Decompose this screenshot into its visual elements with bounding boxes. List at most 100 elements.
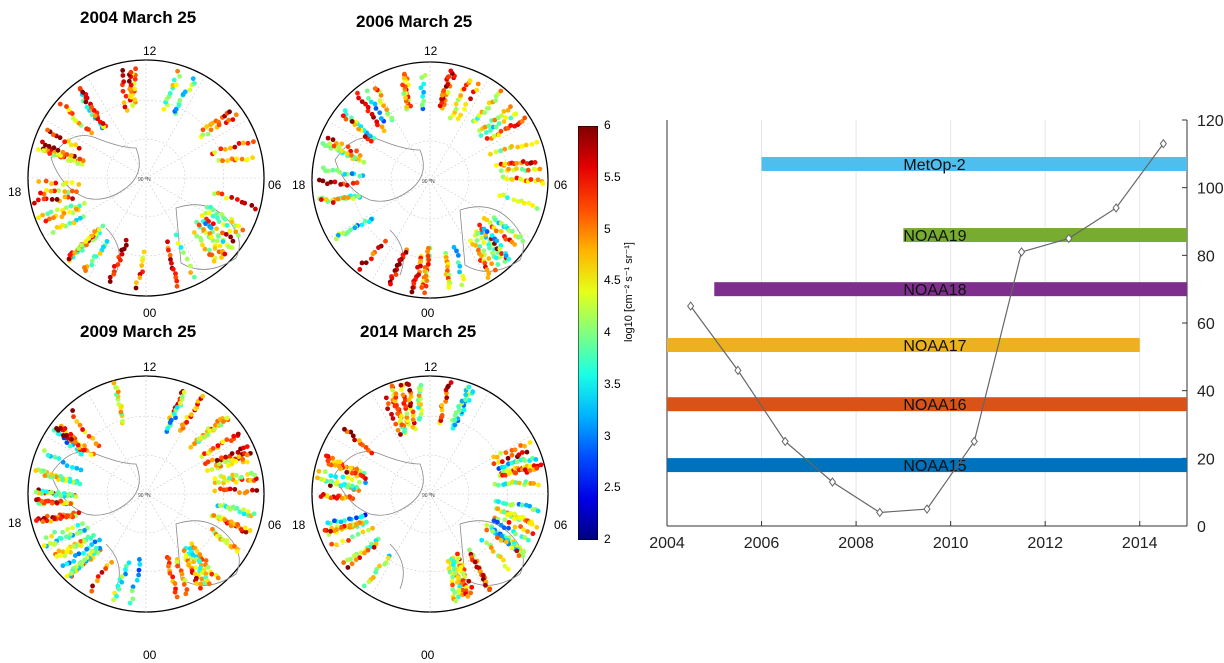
flux-point (240, 456, 246, 462)
flux-point (51, 145, 57, 151)
flux-point (65, 138, 71, 144)
flux-point (78, 543, 84, 549)
flux-point (68, 571, 74, 576)
flux-point (488, 151, 493, 157)
flux-point (400, 82, 405, 88)
map-title: 2009 March 25 (80, 322, 197, 341)
flux-point (217, 243, 223, 249)
flux-point (206, 247, 212, 253)
flux-point (408, 103, 413, 109)
flux-point (511, 516, 517, 522)
flux-point (73, 142, 78, 148)
flux-point (194, 548, 200, 554)
flux-point (426, 257, 432, 263)
flux-point (172, 581, 178, 586)
flux-point (466, 578, 472, 584)
flux-point (120, 68, 126, 73)
flux-point (418, 411, 424, 417)
flux-point (334, 542, 339, 548)
flux-point (498, 128, 504, 134)
polar-map: 90 °N (27, 375, 265, 613)
flux-point (69, 188, 75, 194)
flux-point (401, 429, 407, 435)
flux-point (421, 98, 427, 104)
flux-point (67, 443, 73, 449)
flux-point (189, 541, 195, 547)
flux-point (235, 522, 241, 527)
flux-point (52, 529, 58, 535)
flux-point (49, 472, 54, 478)
flux-point (345, 475, 351, 480)
flux-point (496, 499, 501, 505)
flux-point (69, 464, 75, 470)
flux-point (92, 539, 98, 545)
flux-point (506, 256, 512, 262)
flux-point (89, 262, 95, 268)
flux-point (218, 486, 223, 492)
flux-point (452, 417, 458, 423)
flux-point (210, 207, 216, 213)
flux-point (214, 211, 220, 217)
flux-point (493, 149, 499, 155)
flux-point (229, 195, 235, 200)
sunspot-marker (781, 436, 789, 447)
flux-point (220, 537, 226, 543)
flux-point (175, 241, 181, 246)
colorbar-tick-label: 3.5 (604, 376, 621, 391)
flux-point (316, 468, 322, 474)
flux-point (41, 196, 47, 202)
flux-point (410, 285, 416, 291)
flux-point (490, 528, 496, 534)
flux-point (95, 574, 101, 579)
flux-point (333, 236, 339, 242)
flux-point (124, 108, 130, 113)
flux-point (199, 576, 205, 582)
flux-point (127, 600, 133, 606)
flux-point (188, 270, 194, 276)
flux-point (362, 550, 367, 556)
flux-point (67, 209, 72, 215)
clock-label-right: 06 (268, 518, 282, 532)
flux-point (54, 224, 60, 230)
flux-point (476, 113, 482, 118)
flux-point (200, 242, 205, 248)
flux-point (44, 489, 49, 495)
flux-point (58, 553, 64, 558)
flux-point (203, 558, 209, 563)
flux-point (56, 456, 62, 461)
flux-point (521, 200, 527, 206)
flux-point (363, 445, 369, 450)
flux-point (498, 450, 503, 456)
flux-point (120, 73, 126, 78)
flux-point (172, 589, 178, 595)
flux-point (463, 101, 469, 107)
flux-point (399, 422, 405, 428)
flux-point (54, 197, 60, 202)
flux-point (128, 69, 134, 75)
flux-point (44, 187, 49, 193)
flux-point (209, 120, 215, 126)
flux-point (373, 569, 379, 575)
flux-point (186, 562, 191, 568)
flux-point (498, 148, 503, 154)
flux-point (77, 85, 83, 91)
flux-point (36, 147, 41, 152)
flux-point (188, 412, 194, 417)
flux-point (133, 285, 139, 291)
flux-point (173, 415, 178, 421)
clock-label-right: 06 (554, 518, 568, 532)
flux-point (97, 545, 103, 551)
flux-point (534, 524, 540, 530)
flux-point (348, 465, 354, 471)
flux-point (533, 167, 539, 173)
flux-point (351, 553, 357, 559)
flux-point (232, 144, 238, 150)
x-tick-label: 2012 (1027, 535, 1063, 552)
flux-point (96, 227, 102, 233)
flux-point (97, 537, 103, 543)
flux-point (523, 142, 529, 148)
flux-point (458, 93, 464, 98)
flux-point (340, 230, 346, 236)
flux-point (208, 127, 214, 133)
flux-point (494, 238, 500, 244)
